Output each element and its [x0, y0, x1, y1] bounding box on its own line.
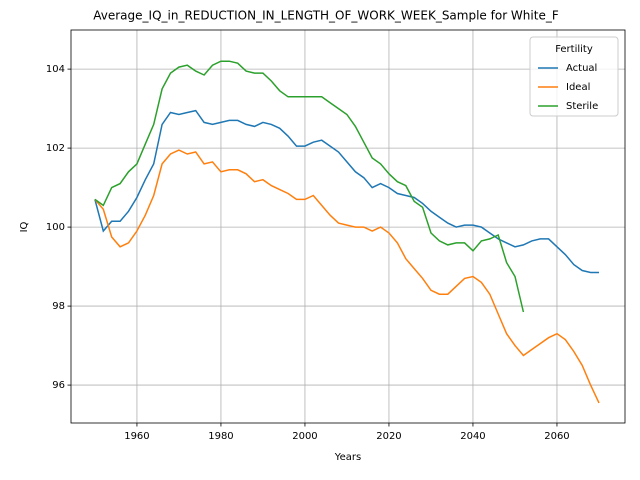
legend-label: Actual — [566, 63, 597, 74]
chart-title: Average_IQ_in_REDUCTION_IN_LENGTH_OF_WOR… — [93, 9, 559, 23]
y-tick-label: 104 — [46, 64, 65, 75]
line-series — [94, 149, 600, 404]
x-tick-label: 1980 — [208, 431, 233, 442]
legend-box — [529, 36, 619, 117]
line-series — [94, 60, 525, 313]
legend-title: Fertility — [555, 44, 593, 55]
y-tick-label: 98 — [52, 301, 65, 312]
y-axis-label: IQ — [19, 221, 30, 232]
y-tick-label: 96 — [52, 380, 65, 391]
x-tick-label: 1960 — [124, 431, 149, 442]
x-tick-label: 2040 — [460, 431, 485, 442]
x-tick-label: 2060 — [544, 431, 569, 442]
line-series — [94, 109, 599, 274]
legend-label: Sterile — [566, 101, 598, 112]
x-tick-label: 2020 — [376, 431, 401, 442]
y-tick-label: 100 — [46, 222, 65, 233]
x-tick-label: 2000 — [292, 431, 317, 442]
x-axis-label: Years — [334, 452, 361, 463]
legend-label: Ideal — [566, 82, 590, 93]
y-tick-label: 102 — [46, 143, 65, 154]
plot-frame — [70, 29, 626, 424]
